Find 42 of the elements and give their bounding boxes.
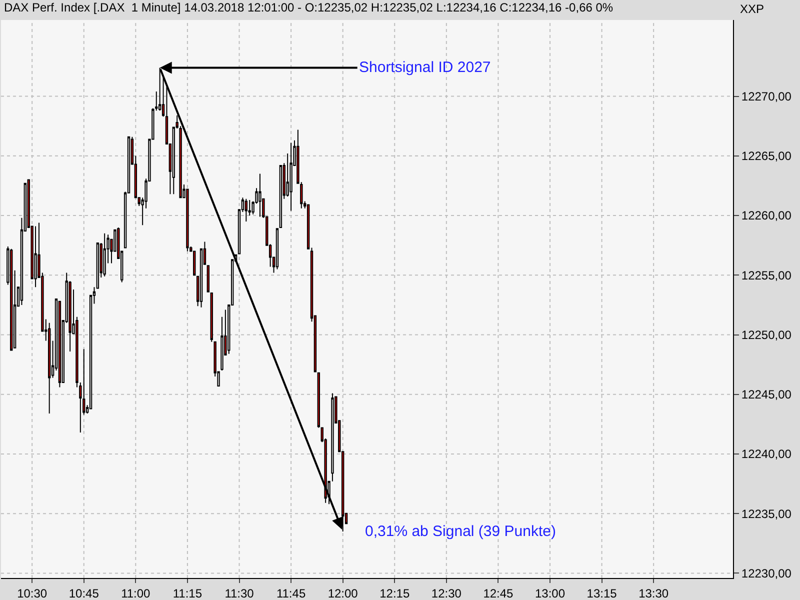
candlestick [103,232,106,277]
x-tick-label: 11:15 [172,586,202,600]
candlestick [48,322,51,414]
candlestick [276,228,279,270]
y-tick-label: 12240,00 [741,447,792,462]
y-tick-label: 12260,00 [741,208,792,223]
candlestick [96,242,100,289]
x-tick-label: 10:45 [68,586,100,600]
y-tick-label: 12250,00 [741,328,792,342]
annotation: 0,31% ab Signal (39 Punkte) [365,523,556,540]
candlestick [279,164,282,228]
y-tick-label: 12270,00 [741,90,792,104]
candlestick [186,188,189,252]
y-tick-label: 12265,00 [741,149,792,164]
candlestick [290,142,292,212]
y-axis-title: XXP [740,2,764,16]
x-tick-label: 12:00 [328,586,358,600]
candlestick [317,372,320,428]
candlestick [193,250,196,276]
candlestick [258,173,262,218]
x-tick-label: 12:15 [380,586,410,600]
x-tick-label: 11:45 [276,586,306,600]
x-tick-label: 13:00 [534,586,566,600]
candlestick [10,248,13,351]
candlestick [306,204,310,250]
candlestick [206,265,210,292]
y-tick-label: 12230,00 [741,566,792,580]
x-tick-label: 11:00 [121,586,151,600]
x-tick-label: 12:45 [483,586,514,600]
x-tick-label: 13:30 [638,586,669,600]
x-tick-label: 12:30 [431,586,462,600]
y-tick-label: 12235,00 [741,506,792,521]
y-tick-label: 12255,00 [741,268,792,282]
candlestick [244,198,248,222]
annotation: Shortsignal ID 2027 [359,59,491,76]
candlestick [34,226,37,288]
x-tick-label: 11:30 [224,586,254,600]
chart-title: DAX Perf. Index [.DAX 1 Minute] 14.03.2018 12:01:00 - O:12235,02 H:12235,02 L:12234,16 C:12234,16 -0,66 0% [4,0,614,14]
candlestick [58,300,62,388]
x-tick-label: 10:30 [17,586,48,600]
y-tick-label: 12245,00 [741,388,792,402]
x-tick-label: 13:15 [586,586,618,600]
